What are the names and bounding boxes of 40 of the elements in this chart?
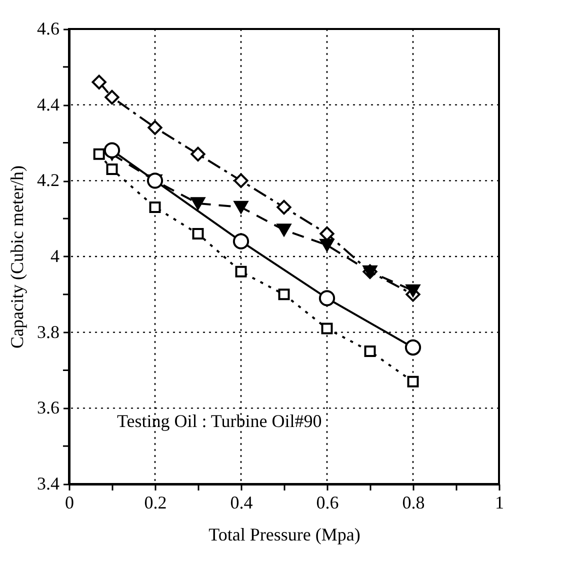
point: [321, 322, 333, 334]
point: [235, 266, 247, 278]
point: [407, 376, 419, 388]
point: [276, 224, 292, 236]
point: [404, 339, 422, 356]
annotation: Testing Oil : Turbine Oil#90: [117, 411, 322, 431]
x-tick-label: 0.6: [316, 492, 339, 512]
y-tick-label: 4.4: [37, 94, 60, 114]
y-axis-title: Capacity (Cubic meter/h): [7, 166, 27, 348]
point: [406, 284, 420, 297]
y-tick-label: 3.6: [37, 398, 60, 418]
x-tick-label: 0.2: [144, 492, 167, 512]
point: [93, 148, 105, 160]
y-tick-label: 3.4: [37, 474, 60, 494]
x-tick-label: 0: [65, 492, 74, 512]
point: [148, 120, 162, 135]
point: [104, 90, 120, 105]
x-tick-label: 0.8: [402, 492, 425, 512]
point: [234, 173, 248, 188]
point: [192, 228, 204, 240]
point: [320, 238, 334, 252]
x-tick-label: 1: [495, 492, 504, 512]
y-tick-label: 4.6: [37, 18, 60, 38]
point: [190, 146, 206, 162]
y-tick-label: 4.2: [37, 170, 60, 190]
point: [234, 200, 248, 214]
point: [106, 164, 118, 176]
y-tick-label: 4: [50, 246, 60, 266]
point: [92, 74, 106, 90]
x-tick-label: 0.4: [230, 492, 253, 512]
point: [276, 200, 292, 215]
point: [149, 201, 161, 213]
point: [318, 290, 336, 306]
point: [232, 233, 250, 250]
point: [278, 288, 290, 300]
y-tick-label: 3.8: [37, 322, 60, 342]
point: [364, 346, 376, 358]
point: [190, 197, 206, 210]
point: [104, 142, 120, 158]
x-axis-title: Total Pressure (Mpa): [208, 524, 360, 544]
